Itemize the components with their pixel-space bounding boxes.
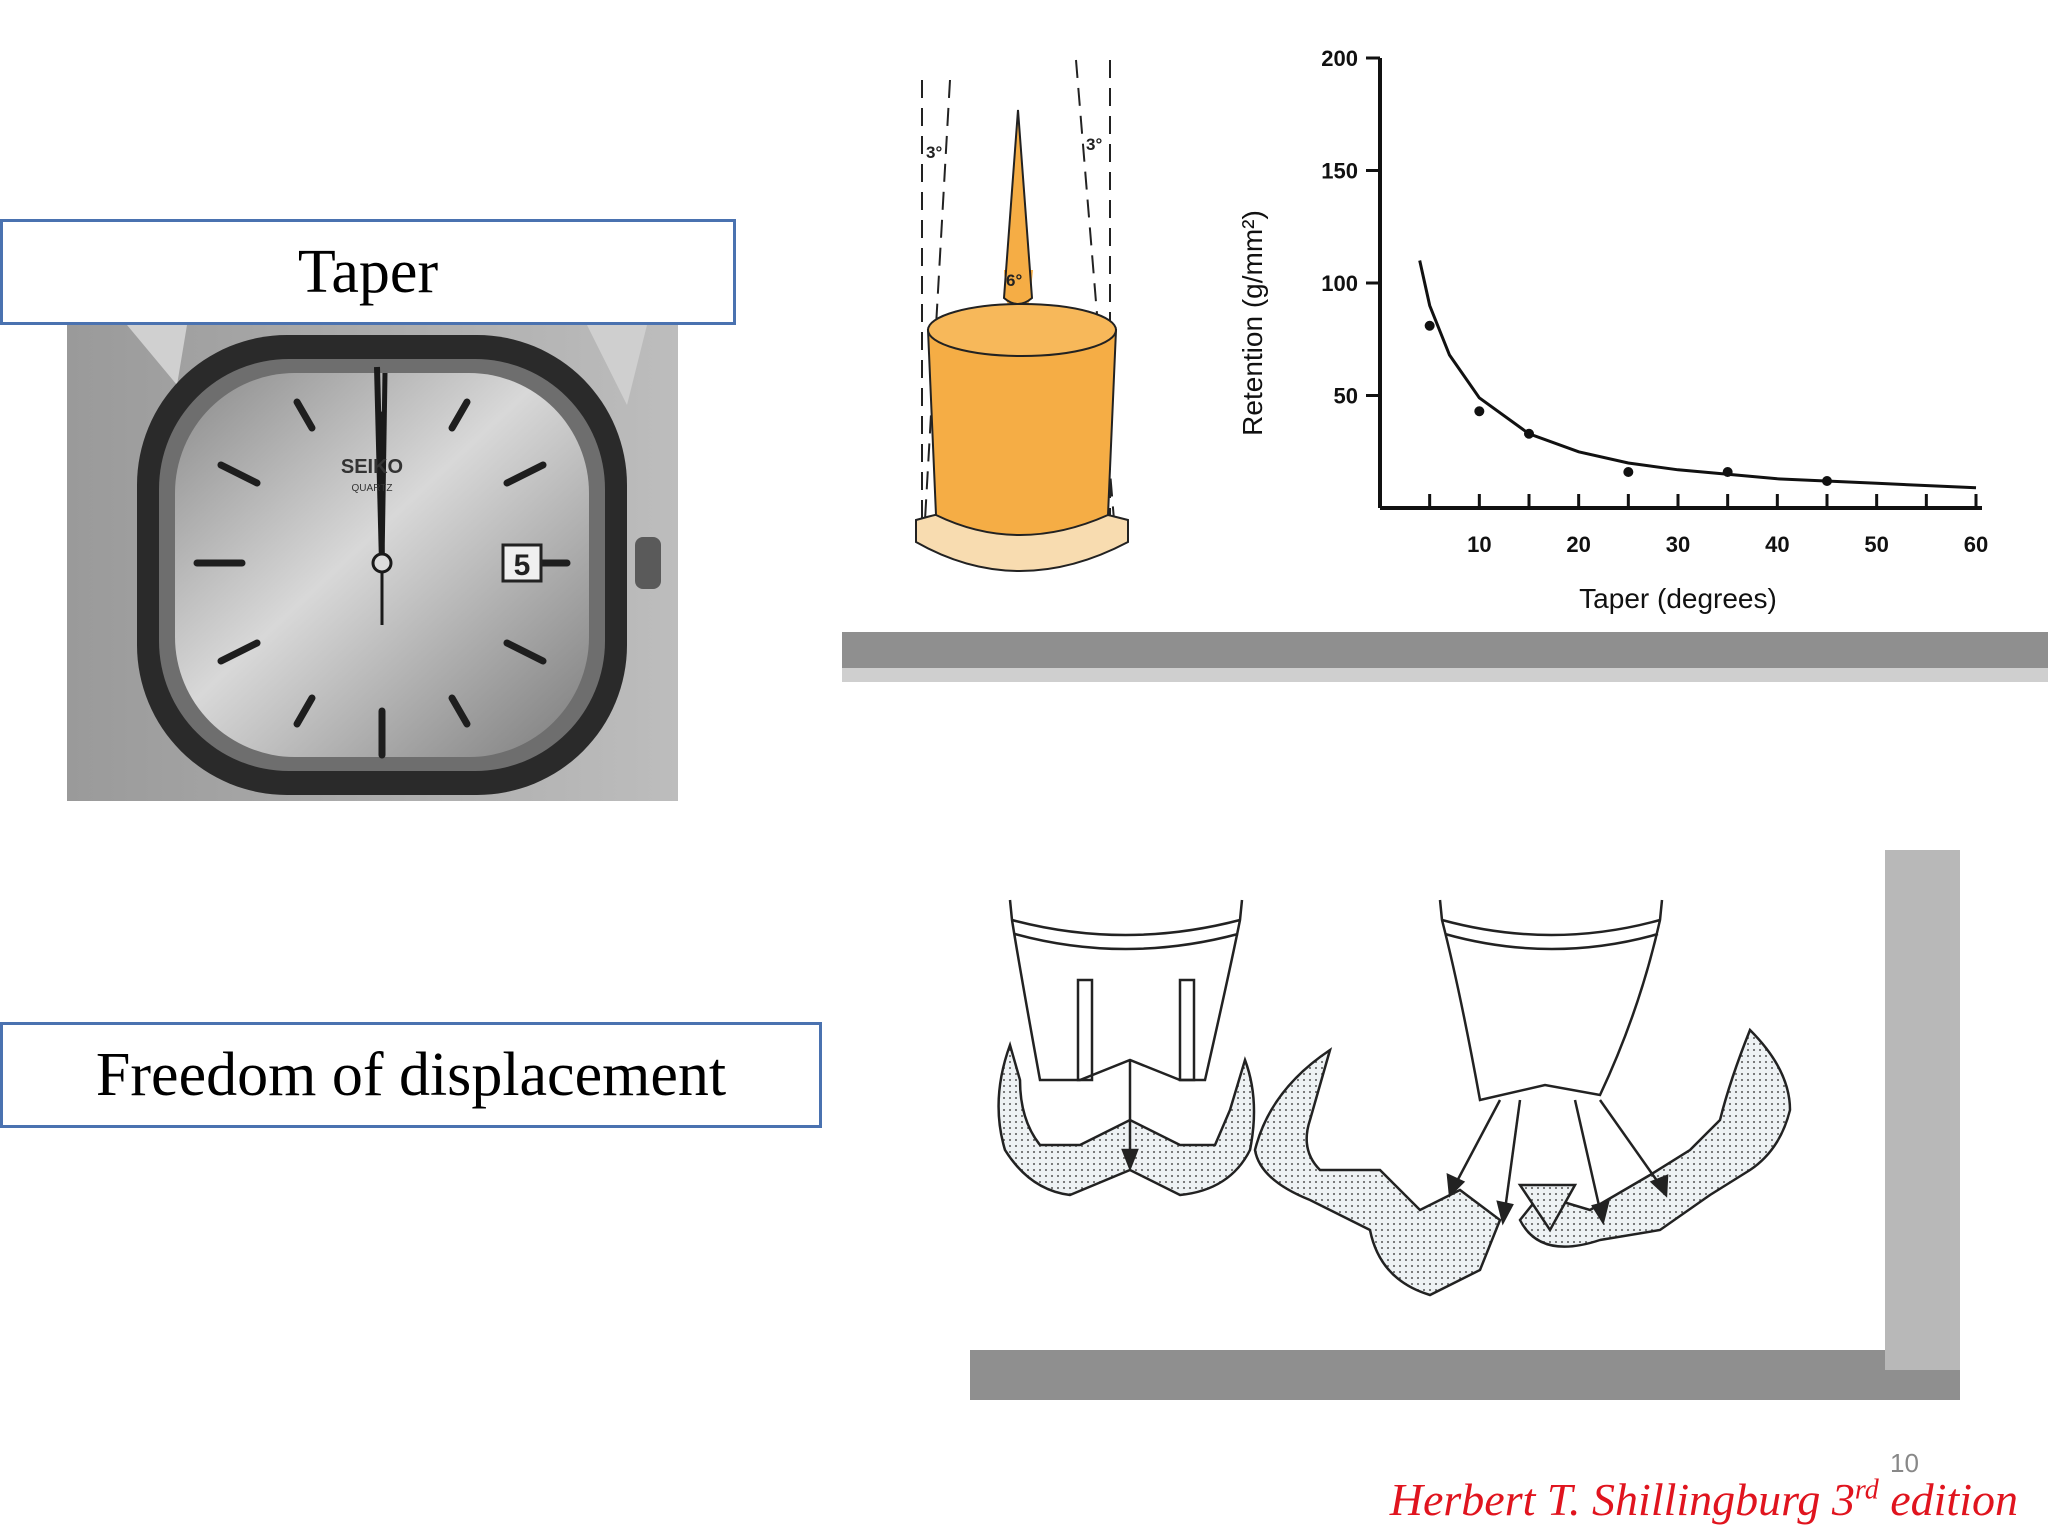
taper-cone-diagram: 3° 3° 6° <box>915 59 1129 572</box>
retention-chart: 50 100 150 200 10 20 30 40 50 60 Taper (degrees) Re… <box>1237 46 1988 614</box>
watch-date: 5 <box>514 549 531 582</box>
data-point <box>1623 467 1634 477</box>
left-angle-label: 3° <box>926 143 942 162</box>
x-tick-label: 60 <box>1964 532 1988 557</box>
fit-curve <box>1418 260 1977 490</box>
watch-model: QUARTZ <box>352 483 393 494</box>
parallel-preparation-diagram <box>997 899 1256 1197</box>
freedom-figure <box>960 850 1960 1400</box>
y-tick-label: 200 <box>1321 46 1358 71</box>
data-point <box>1424 320 1435 331</box>
watch-photo: SEIKO QUARTZ 5 <box>67 325 678 801</box>
y-axis-label: Retention (g/mm²) <box>1237 210 1268 436</box>
x-tick-label: 10 <box>1467 532 1491 557</box>
x-tick-label: 20 <box>1566 532 1590 557</box>
citation-superscript: rd <box>1854 1474 1879 1506</box>
right-angle-label: 3° <box>1086 135 1102 154</box>
x-tick-label: 30 <box>1666 532 1690 557</box>
freedom-label: Freedom of displacement <box>95 1040 727 1109</box>
freedom-label-box: Freedom of displacement <box>0 1022 822 1128</box>
citation-edition: edition <box>1878 1474 2018 1525</box>
citation-author: Herbert T. Shillingburg 3 <box>1389 1474 1855 1525</box>
watch-brand: SEIKO <box>341 456 403 478</box>
data-point <box>1722 467 1733 477</box>
y-tick-label: 100 <box>1321 271 1358 296</box>
y-tick-label: 50 <box>1334 384 1358 409</box>
data-point <box>1474 406 1485 417</box>
citation: Herbert T. Shillingburg 3rd edition <box>1390 1473 2018 1526</box>
taper-label: Taper <box>297 237 439 306</box>
taper-figure: 3° 3° 6° 50 100 150 200 10 20 30 40 50 60 Taper (d… <box>828 0 2048 682</box>
freedom-figure-panel <box>960 850 1960 1410</box>
taper-label-box: Taper <box>0 219 736 325</box>
x-tick-label: 50 <box>1864 532 1888 557</box>
taper-figure-panel: 3° 3° 6° 50 100 150 200 10 20 30 40 50 60 Taper (d… <box>828 0 2048 700</box>
total-angle-label: 6° <box>1006 271 1022 290</box>
y-tick-label: 150 <box>1321 159 1358 184</box>
data-point <box>1524 428 1534 439</box>
x-tick-label: 40 <box>1765 532 1789 557</box>
data-point <box>1822 476 1832 486</box>
slide-number: 10 <box>1890 1448 1919 1478</box>
x-axis-label: Taper (degrees) <box>1579 583 1777 614</box>
non-parallel-preparation-diagram <box>1253 899 1792 1297</box>
